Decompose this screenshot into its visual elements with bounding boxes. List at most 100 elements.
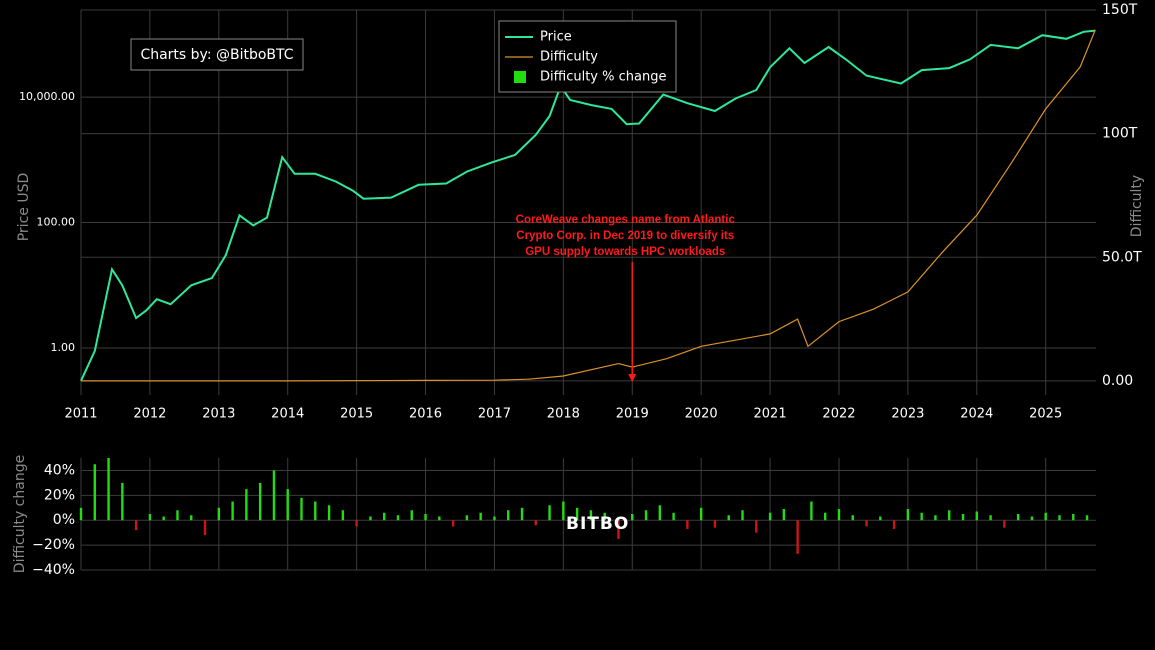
y-tick-label: 100.00: [37, 216, 76, 229]
credit: Charts by: @BitboBTC: [140, 47, 293, 63]
bar: [121, 482, 124, 521]
bar: [369, 516, 372, 521]
bar: [314, 501, 317, 521]
bar: [920, 512, 923, 521]
bar: [755, 520, 758, 533]
bar: [631, 514, 634, 521]
x-tick-label: 2021: [754, 407, 787, 422]
bar: [300, 497, 303, 521]
x-tick-label: 2025: [1029, 407, 1062, 422]
annotation: Crypto Corp. in Dec 2019 to diversify it…: [516, 230, 734, 242]
bar: [245, 489, 248, 521]
bar: [548, 505, 551, 521]
bar: [989, 515, 992, 521]
bar: [658, 505, 662, 521]
bar: [341, 510, 345, 521]
sub-y-axis-title: Difficulty change: [12, 455, 28, 573]
bar: [465, 515, 469, 521]
bar: [355, 520, 358, 527]
bar: [190, 515, 193, 521]
bar: [796, 520, 799, 554]
bar: [148, 514, 152, 521]
bar: [713, 520, 717, 528]
sub-y-tick-label: −20%: [32, 537, 75, 553]
bar: [823, 512, 827, 521]
x-tick-label: 2011: [64, 407, 97, 422]
bar: [327, 505, 331, 521]
y-axis-title: Price USD: [16, 173, 32, 242]
bar: [892, 520, 896, 529]
series-line: [81, 29, 1096, 382]
bar: [424, 514, 427, 521]
x-tick-label: 2017: [478, 407, 511, 422]
bar: [231, 501, 234, 521]
bar: [837, 509, 841, 521]
bar: [562, 501, 565, 521]
plots: [79, 9, 1096, 571]
bar: [672, 512, 675, 521]
credit-box: [130, 38, 304, 71]
bar: [810, 501, 813, 521]
sub-y-tick-label: 40%: [44, 462, 75, 478]
bar: [699, 507, 703, 521]
bar: [589, 510, 593, 521]
bar: [258, 482, 262, 521]
bar: [534, 520, 537, 526]
y2-tick-label: 150T: [1102, 2, 1138, 18]
bar: [1085, 515, 1089, 521]
bar: [286, 489, 289, 521]
bar: [879, 516, 882, 521]
legend-label: Price: [540, 30, 572, 45]
legend-label: Difficulty % change: [540, 70, 666, 85]
bar: [107, 458, 110, 521]
bar: [1003, 520, 1006, 528]
x-tick-label: 2020: [685, 407, 718, 422]
bar: [479, 512, 482, 521]
y-tick-label: 1.00: [51, 341, 76, 354]
bar: [906, 509, 910, 521]
annotation: GPU supply towards HPC workloads: [525, 246, 725, 258]
bar: [948, 510, 951, 521]
bar: [617, 520, 620, 539]
sub-y-tick-label: 20%: [44, 487, 75, 503]
bar: [410, 510, 413, 521]
x-tick-label: 2015: [340, 407, 373, 422]
x-tick-label: 2012: [133, 407, 166, 422]
bar: [1030, 516, 1034, 521]
x-tick-label: 2016: [409, 407, 442, 422]
x-tick-label: 2023: [891, 407, 924, 422]
bar: [851, 515, 854, 521]
bar: [520, 507, 524, 521]
bar: [382, 512, 386, 521]
x-tick-label: 2013: [202, 407, 235, 422]
bar: [644, 510, 648, 521]
bar: [507, 510, 510, 521]
bar: [686, 520, 689, 529]
bar: [1016, 514, 1020, 521]
bar: [162, 516, 165, 521]
annotation: CoreWeave changes name from Atlantic: [516, 214, 736, 226]
bar: [934, 515, 937, 521]
legend-label: Difficulty: [540, 50, 598, 65]
bar: [272, 470, 276, 521]
sub-y-tick-label: −40%: [32, 562, 75, 578]
bar: [782, 509, 786, 521]
bar: [1058, 515, 1061, 521]
y-tick-label: 10,000.00: [19, 90, 75, 103]
y2-axis-title: Difficulty: [1129, 175, 1145, 237]
y2-tick-label: 100T: [1102, 126, 1138, 142]
sub-y-tick-label: 0%: [53, 512, 75, 528]
bar: [176, 510, 179, 521]
bar: [134, 520, 138, 531]
bar: [575, 507, 579, 521]
bar: [79, 507, 83, 521]
x-tick-label: 2018: [547, 407, 580, 422]
bar: [93, 464, 96, 521]
y2-tick-label: 0.00: [1102, 373, 1133, 389]
bar: [451, 520, 455, 527]
bar: [768, 512, 772, 521]
bar: [1044, 512, 1047, 521]
bar: [203, 520, 207, 536]
bar: [217, 507, 221, 521]
